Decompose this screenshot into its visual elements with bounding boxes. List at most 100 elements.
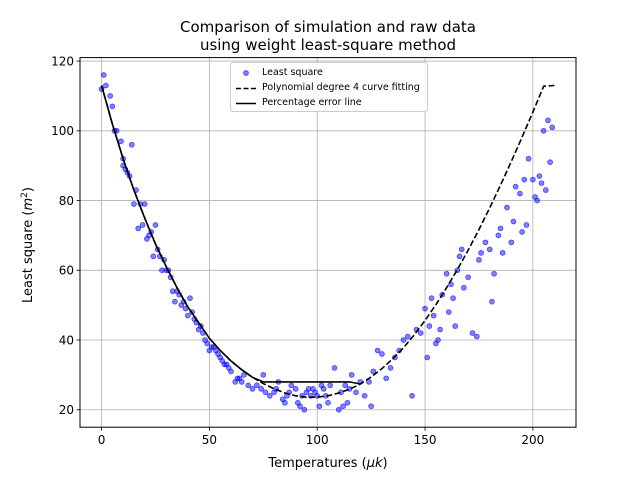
data-point [228, 368, 234, 375]
data-point [254, 382, 260, 389]
y-tick-label: 20 [59, 403, 74, 417]
data-point [150, 253, 157, 260]
data-point [543, 187, 549, 193]
data-point [489, 298, 495, 305]
data-point [348, 372, 355, 378]
data-point [260, 372, 267, 378]
y-axis-label-exponent: 2 [19, 192, 30, 198]
y-axis-label-unit: m [21, 197, 37, 211]
data-point [379, 351, 385, 357]
data-point [128, 141, 135, 148]
data-point [519, 229, 525, 235]
data-point [400, 337, 407, 343]
data-point [100, 72, 107, 78]
data-point [109, 103, 116, 110]
y-axis-label: Least square (m2) [20, 187, 36, 303]
data-point [486, 246, 493, 253]
data-point [458, 246, 465, 253]
legend-entry-least-square: Least square [231, 66, 427, 81]
data-point [185, 312, 191, 319]
data-point [325, 399, 331, 406]
percentage-error-line [100, 85, 361, 385]
data-point [536, 173, 543, 179]
data-point [465, 274, 471, 281]
data-point [320, 386, 327, 392]
data-point [368, 403, 374, 410]
x-axis-label-unit: μk [366, 456, 383, 471]
data-point [469, 330, 476, 336]
data-point [135, 225, 142, 232]
y-tick-label: 100 [51, 124, 74, 138]
data-point [538, 180, 545, 186]
x-axis-label: Temperatures (μk) [80, 456, 576, 471]
data-point [301, 406, 308, 413]
data-point [387, 365, 394, 371]
data-point [131, 201, 137, 207]
data-point [426, 323, 433, 329]
data-point [383, 375, 390, 382]
data-point [547, 159, 553, 166]
data-point [249, 386, 256, 392]
grid-layer [80, 57, 576, 428]
data-point [428, 295, 435, 301]
data-point [316, 403, 323, 410]
data-point [435, 337, 441, 343]
data-point [437, 326, 443, 333]
data-point [491, 270, 497, 277]
data-point [266, 393, 273, 399]
data-point [327, 382, 333, 389]
data-point [456, 253, 463, 260]
data-point [452, 323, 459, 329]
data-point [482, 239, 489, 246]
data-point [238, 379, 245, 385]
legend-entry-percentage-error: Percentage error line [231, 96, 427, 111]
x-axis-label-prefix: Temperatures ( [268, 456, 367, 471]
y-tick-label: 80 [59, 194, 74, 208]
data-point [473, 333, 480, 340]
x-tick-label: 100 [306, 433, 329, 447]
data-point [404, 333, 411, 340]
data-point [443, 270, 450, 277]
data-point [331, 365, 338, 371]
data-point [152, 222, 159, 228]
data-point [361, 393, 368, 399]
data-point [504, 204, 510, 211]
data-point [204, 340, 211, 347]
data-point [340, 403, 346, 410]
data-point [495, 232, 502, 239]
data-point [540, 128, 547, 134]
data-point [103, 82, 109, 89]
data-point [508, 239, 515, 246]
y-tick-label: 120 [51, 54, 74, 68]
data-point [187, 295, 193, 301]
legend-marker-icon [243, 70, 249, 76]
data-point [530, 176, 536, 183]
data-point [525, 155, 532, 162]
data-point [521, 176, 528, 183]
x-tick-label: 200 [521, 433, 544, 447]
data-point [424, 354, 431, 361]
data-point [288, 382, 295, 389]
data-point [510, 218, 517, 225]
data-point [461, 284, 467, 291]
data-point [430, 312, 437, 319]
data-point [476, 257, 482, 263]
data-point [342, 382, 349, 389]
data-point [422, 305, 428, 312]
data-point [534, 197, 540, 204]
data-point [172, 298, 178, 305]
data-point [297, 403, 303, 410]
legend: Least square Polynomial degree 4 curve f… [230, 62, 428, 112]
y-tick-label: 60 [59, 264, 74, 278]
x-tick-label: 0 [98, 433, 106, 447]
data-point [139, 222, 146, 228]
data-point [262, 389, 269, 396]
data-point [374, 347, 381, 354]
legend-solid-line-icon [236, 102, 256, 105]
chart-title-line-1: Comparison of simulation and raw data [180, 18, 476, 36]
y-tick-label: 40 [59, 333, 74, 347]
legend-label: Polynomial degree 4 curve fitting [262, 82, 420, 93]
legend-entry-polynomial-fit: Polynomial degree 4 curve fitting [231, 81, 427, 96]
data-point [512, 183, 519, 190]
